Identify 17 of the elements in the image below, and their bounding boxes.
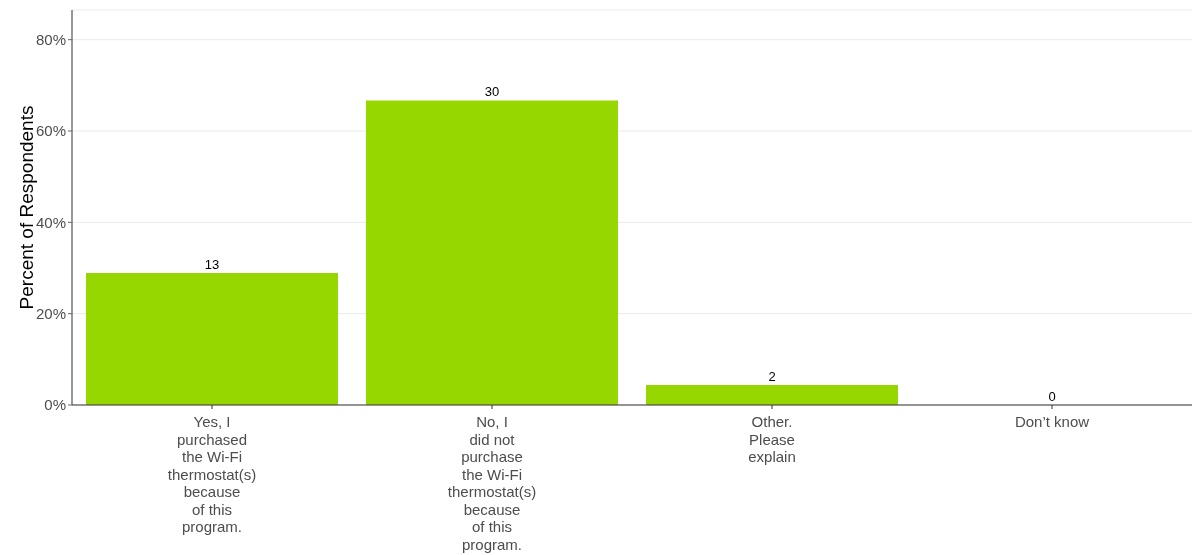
- y-tick-label: 60%: [35, 122, 66, 140]
- x-tick-label: Don’t know: [1014, 413, 1090, 430]
- y-tick-label: 80%: [35, 31, 66, 49]
- annotation: 30: [484, 84, 500, 100]
- annotation: 0: [1048, 389, 1056, 404]
- x-tick-label: No, I did not purchase the Wi-Fi thermostat(s) because of this program.: [447, 413, 537, 553]
- annotation: 13: [204, 257, 220, 273]
- y-axis-title: Percent of Respondents: [15, 105, 37, 310]
- bar: [646, 384, 898, 405]
- annotation: 2: [768, 368, 776, 384]
- x-tick-label: Other. Please explain: [748, 413, 796, 465]
- y-tick-label: 40%: [35, 213, 66, 231]
- y-tick-label: 0%: [44, 396, 66, 414]
- y-tick-label: 20%: [35, 305, 66, 322]
- x-tick-label: Yes, I purchased the Wi-Fi thermostat(s) because of this program.: [167, 413, 257, 535]
- bar: [86, 273, 338, 405]
- bar: [366, 100, 618, 405]
